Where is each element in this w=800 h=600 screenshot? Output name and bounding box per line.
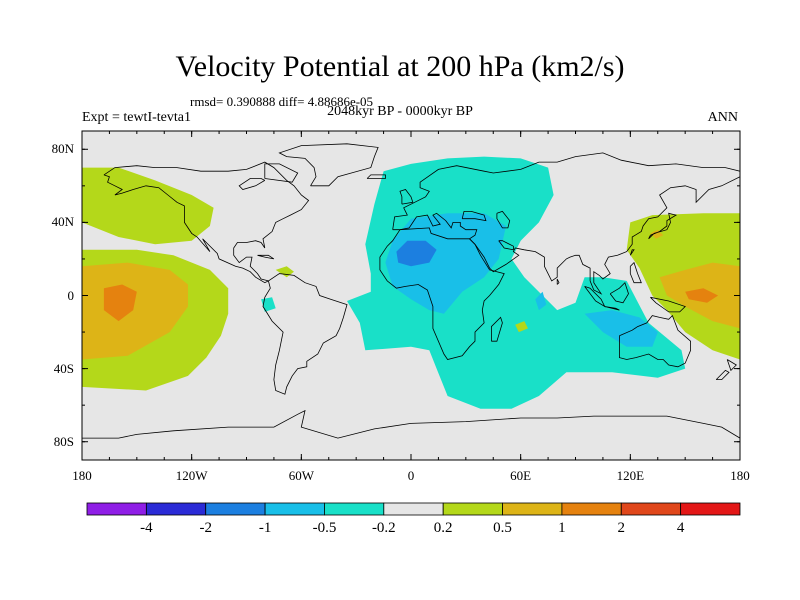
colorbar-label: -1: [258, 520, 272, 536]
colorbar-label: 1: [558, 520, 566, 536]
coastline-new-zealand-s: [715, 369, 730, 381]
colorbar-swatch: [145, 502, 207, 516]
coastline-sumatra: [584, 286, 606, 308]
coastline-borneo: [609, 281, 629, 304]
colorbar-swatch: [205, 502, 266, 516]
coastline-philippines: [629, 261, 642, 284]
coastline-new-zealand-n: [726, 359, 737, 372]
contour-fill-regions: [82, 156, 740, 409]
season-label: ANN: [707, 110, 738, 125]
period-label: 2048kyr BP - 0000kyr BP: [327, 104, 473, 119]
coastline-sri-lanka: [556, 278, 560, 285]
colorbar-swatch: [264, 502, 325, 516]
colorbar-label: -0.2: [371, 520, 396, 536]
y-tick-label: 0: [67, 287, 75, 303]
coastline-antarctica: [82, 409, 741, 439]
coastline-new-guinea: [650, 296, 686, 313]
contour-region-1: [82, 167, 214, 245]
coastline-baffin: [264, 163, 299, 183]
y-tick-label: 80S: [53, 433, 74, 449]
colorbar-swatch: [86, 502, 147, 516]
coastline-arabia-gulf: [498, 240, 514, 251]
x-tick-label: 180: [730, 468, 750, 483]
colorbar-label: -4: [140, 520, 153, 536]
coastline-eurasia: [392, 152, 741, 295]
colorbar-swatch: [620, 502, 682, 516]
axis-ticks: [81, 131, 741, 460]
y-tick-label: 40N: [51, 214, 74, 230]
coastlines: [82, 143, 741, 439]
coastline-caspian: [496, 210, 511, 229]
colorbar-label: 0.2: [433, 520, 453, 536]
x-tick-label: 0: [407, 468, 415, 483]
colorbar-swatch: [680, 502, 741, 516]
contour-region-9: [535, 291, 547, 311]
coastline-iceland: [366, 174, 386, 179]
contour-region-7: [396, 240, 437, 267]
chart-title: Velocity Potential at 200 hPa (km2/s): [175, 50, 625, 83]
map-panel: [81, 130, 741, 461]
coastline-north-america: [103, 161, 310, 284]
coastline-cuba: [257, 254, 275, 260]
x-tick-label: 180: [72, 468, 92, 483]
colorbar-swatch: [383, 502, 444, 516]
colorbar-label: 4: [676, 520, 685, 536]
contour-region-4: [103, 284, 137, 322]
x-tick-label: 60E: [510, 468, 532, 483]
coastline-australia: [619, 314, 691, 368]
coastline-hudson: [238, 178, 266, 190]
x-tick-label: 120W: [175, 468, 208, 483]
stats-label: rmsd= 0.390888 diff= 4.88686e-05: [190, 94, 374, 109]
coastline-taiwan: [629, 249, 635, 256]
colorbar-swatch: [561, 502, 622, 516]
coastline-java: [604, 306, 620, 311]
colorbar-swatch: [442, 502, 503, 516]
coastline-britain: [399, 189, 414, 205]
coastline-japan: [648, 212, 678, 240]
colorbar-swatch: [324, 502, 385, 516]
contour-region-6: [385, 213, 506, 314]
colorbar-label: 0.5: [493, 520, 512, 536]
contour-region-16: [261, 297, 276, 312]
y-tick-label: 40S: [53, 360, 74, 376]
colorbar-swatch: [502, 502, 563, 516]
coastline-black-sea: [461, 210, 487, 222]
experiment-label: Expt = tewtI-tevta1: [82, 110, 191, 125]
coastline-greenland: [278, 143, 379, 187]
colorbar: [86, 502, 741, 516]
contour-region-8: [584, 310, 658, 347]
colorbar-label: -0.5: [312, 520, 337, 536]
coastline-madagascar: [490, 316, 503, 342]
x-tick-label: 120E: [616, 468, 645, 483]
y-tick-label: 80N: [51, 141, 74, 157]
contour-region-15: [515, 321, 528, 333]
coastline-africa: [379, 227, 505, 360]
contour-region-3: [82, 262, 188, 360]
colorbar-label: -2: [199, 520, 212, 536]
coastline-south-america: [262, 273, 348, 395]
contour-region-12: [685, 288, 719, 303]
colorbar-label: 2: [617, 520, 626, 536]
x-tick-label: 60W: [288, 468, 314, 483]
